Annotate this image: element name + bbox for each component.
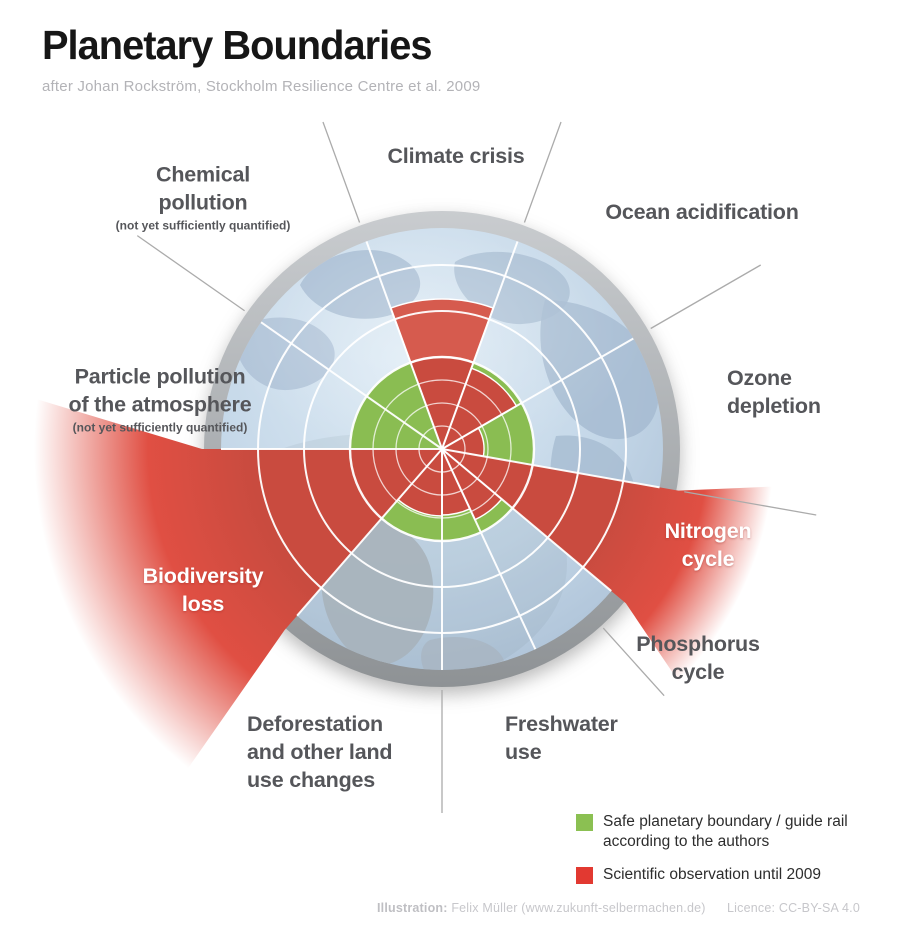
sector-label-particle-pollution: Particle pollution of the atmosphere (not …: [68, 364, 252, 435]
legend-row-safe: Safe planetary boundary / guide rail acc…: [576, 812, 848, 852]
guide-line-340: [322, 121, 361, 223]
sector-label-chemical-pollution: Chemical pollution (not yet sufficiently q…: [115, 162, 291, 233]
credit-licence: Licence: CC-BY-SA 4.0: [727, 901, 860, 915]
legend-safe-label: Safe planetary boundary / guide rail acc…: [603, 812, 848, 852]
polar-grid: [221, 240, 660, 670]
page-subtitle: after Johan Rockström, Stockholm Resilie…: [42, 78, 481, 95]
sector-label-phosphorus-cycle: Phosphorus cycle: [636, 632, 760, 684]
header: Planetary Boundaries after Johan Rockstr…: [42, 22, 480, 95]
beam-wedge-biodiversity-loss: [33, 399, 442, 769]
guide-line-100: [684, 491, 817, 516]
grid-boundary-line-130: [441, 448, 612, 592]
credit-line: Illustration: Felix Müller (www.zukunft-…: [377, 901, 860, 915]
grid-boundary-line-221: [296, 448, 443, 617]
grid-boundary-line-305: [260, 321, 443, 450]
sector-label-ozone-depletion: Ozone depletion: [727, 366, 821, 418]
legend-observed-label: Scientific observation until 2009: [603, 865, 821, 885]
legend-row-observed: Scientific observation until 2009: [576, 865, 848, 885]
sector-label-biodiversity-loss: Biodiversity loss: [142, 564, 264, 616]
sector-label-deforestation-land-use: Deforestation and other land use changes: [247, 712, 393, 792]
legend-observed-line: Scientific observation until 2009: [603, 866, 821, 883]
guide-line-60: [650, 264, 762, 330]
grid-boundary-line-20: [441, 240, 519, 450]
legend: Safe planetary boundary / guide rail acc…: [576, 812, 848, 898]
beam-wedge-nitrogen-cycle: [442, 449, 772, 682]
guide-line-20: [523, 121, 562, 223]
guide-line-305: [136, 235, 245, 312]
page-title: Planetary Boundaries: [42, 22, 432, 68]
grid-boundary-line-155: [441, 448, 537, 650]
legend-safe-line2: according to the authors: [603, 833, 770, 850]
grid-boundary-line--20: [365, 240, 443, 450]
sector-label-nitrogen-cycle: Nitrogen cycle: [664, 519, 752, 571]
sector-label-freshwater-use: Freshwater use: [505, 712, 618, 764]
legend-observed-swatch: [576, 867, 593, 884]
credit-prefix: Illustration:: [376, 901, 448, 915]
sector-label-climate-crisis: Climate crisis: [387, 144, 525, 168]
sector-label-ocean-acidification: Ocean acidification: [605, 200, 799, 224]
guide-line-138: [602, 627, 665, 697]
legend-safe-swatch: [576, 814, 593, 831]
grid-boundary-line-60: [441, 337, 634, 450]
credit-author: Felix Müller (www.zukunft-selbermachen.d…: [451, 901, 706, 915]
legend-safe-line1: Safe planetary boundary / guide rail: [603, 813, 848, 830]
grid-boundary-line-100: [441, 448, 660, 489]
